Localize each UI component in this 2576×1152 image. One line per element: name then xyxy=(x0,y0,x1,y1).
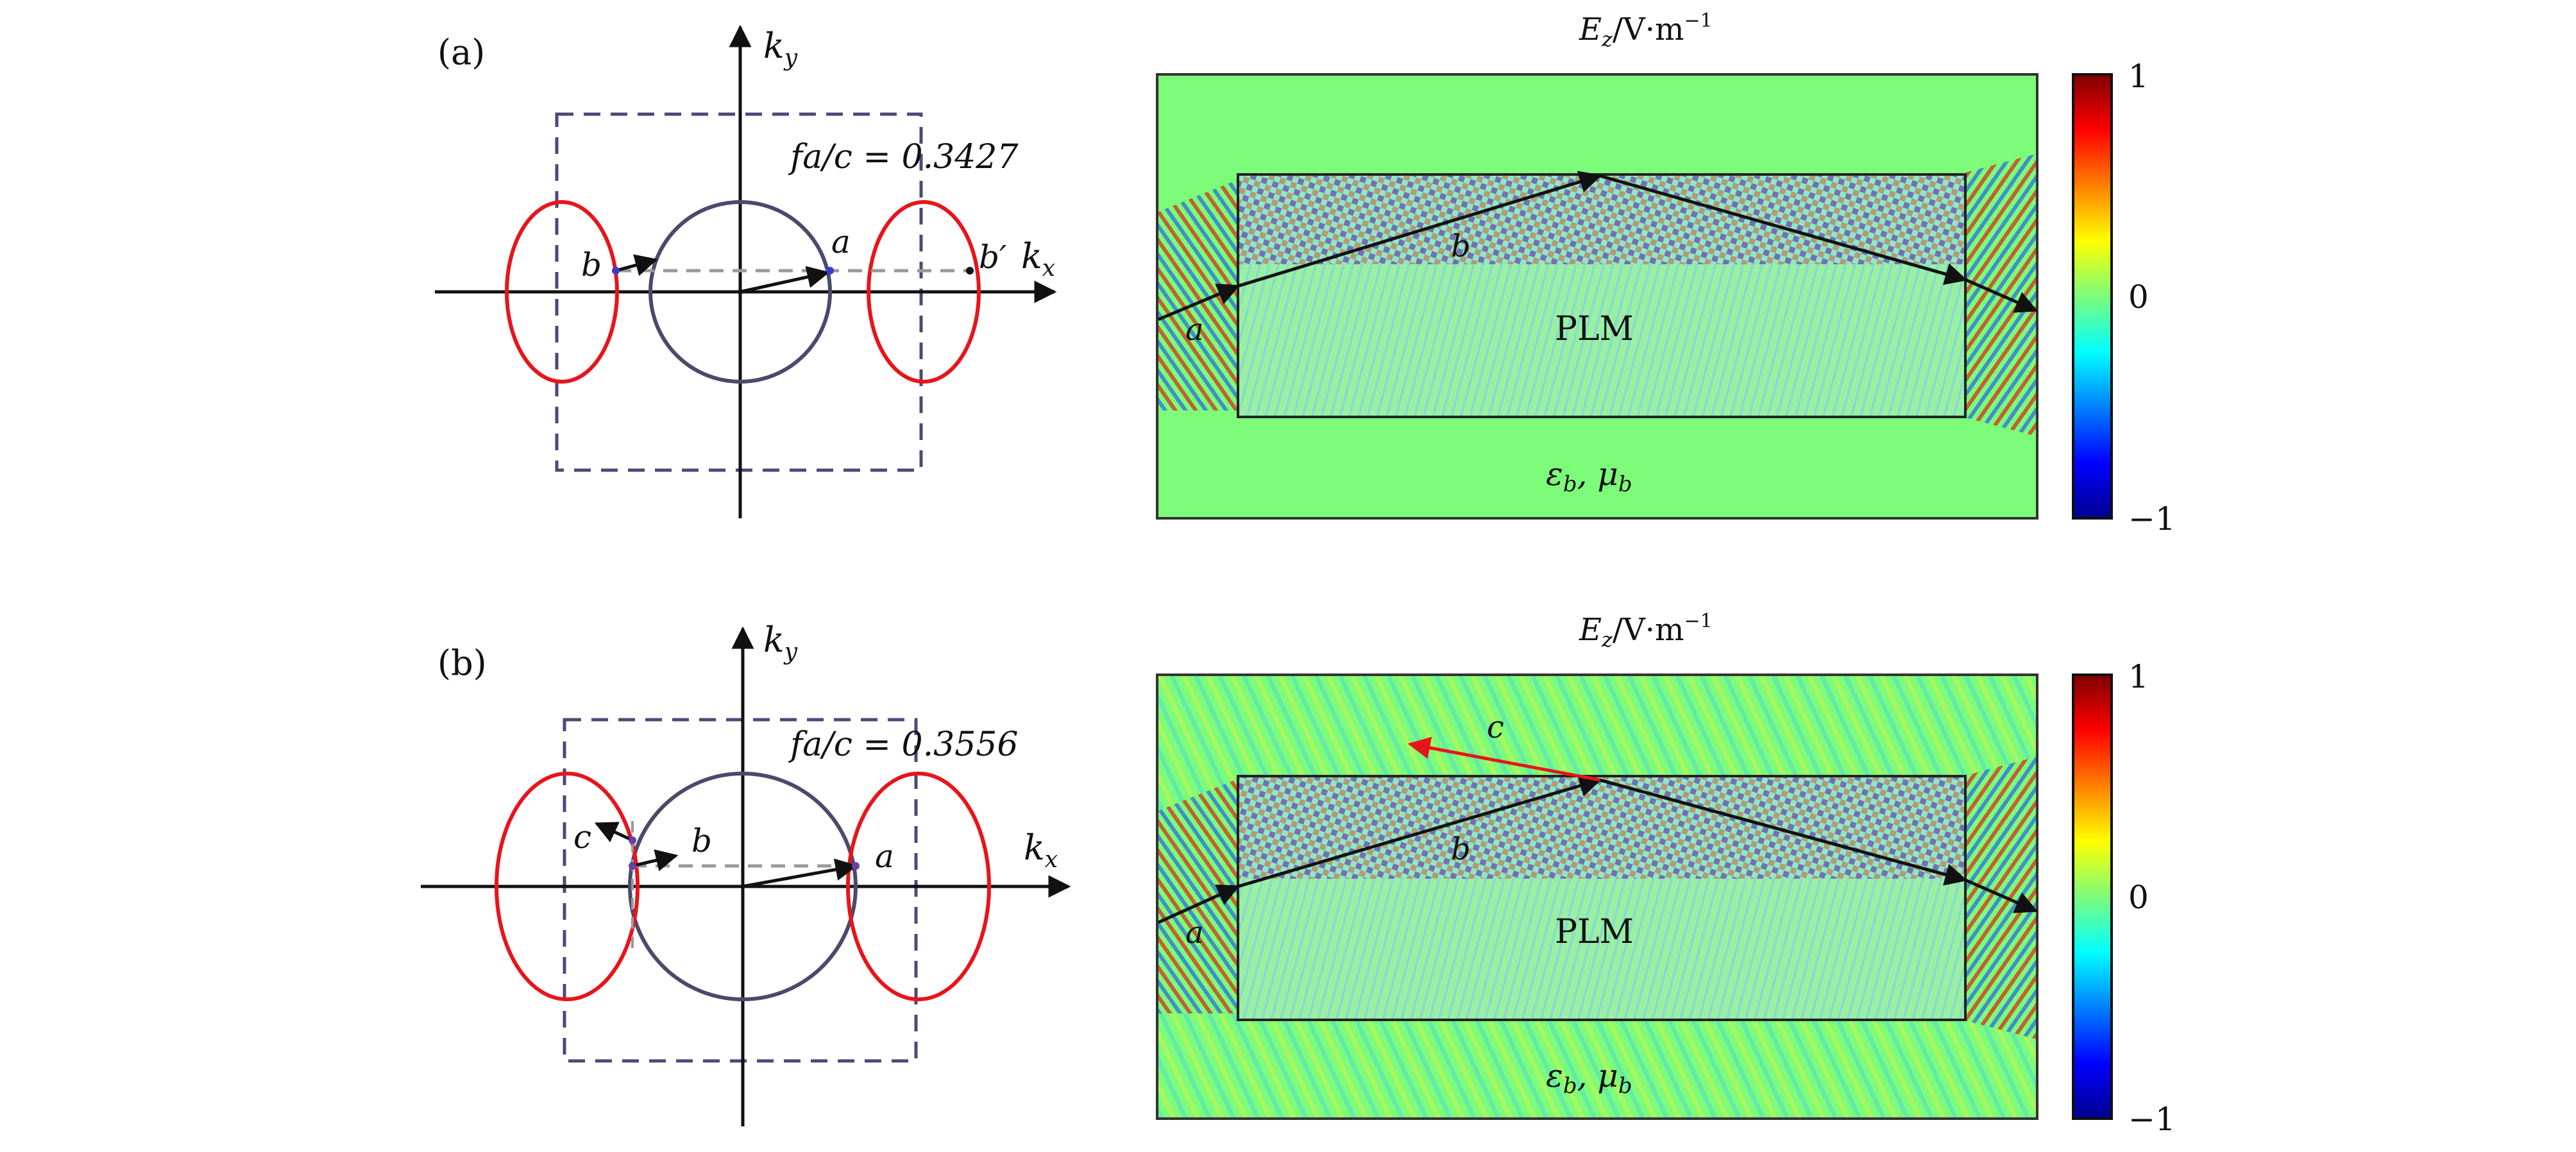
panel-b-cbar-bottom: −1 xyxy=(2128,1101,2176,1138)
panel-b-label: (b) xyxy=(437,643,487,683)
panel-b-point-a xyxy=(852,862,860,870)
panel-a-background-efc xyxy=(648,200,832,384)
panel-b-vector-b xyxy=(632,849,679,872)
panel-b-plm-label: PLM xyxy=(1555,913,1634,951)
panel-b-ray-label-b: b xyxy=(1451,831,1471,867)
panel-a-cbar-mid: 0 xyxy=(2128,278,2149,316)
panel-a-ray-label-b: b xyxy=(1451,228,1471,264)
panel-b-transmitted-wave xyxy=(1963,757,2036,1039)
panel-b-field-map: Ez/V·m−1 a b c PLM εb, μb xyxy=(1156,610,2038,1120)
panel-b-point-c xyxy=(629,836,636,844)
panel-a-point-a xyxy=(826,267,834,275)
panel-a-ray-b-down xyxy=(1599,174,1968,285)
panel-b-label-c: c xyxy=(573,818,591,856)
panel-a-label-bp: b′ xyxy=(979,239,1007,276)
panel-a-label: (a) xyxy=(437,32,485,72)
panel-a-plm-efc-left xyxy=(505,200,619,384)
panel-a-point-bp xyxy=(966,267,974,275)
panel-b-plm-efc-right xyxy=(846,772,991,1001)
panel-a-field-map: Ez/V·m−1 a b PLM εb, μb xyxy=(1156,10,2038,520)
panel-b-ray-label-c: c xyxy=(1487,709,1504,745)
panel-b-brillouin-zone xyxy=(563,718,918,1063)
panel-b-ray-b-up xyxy=(1237,775,1602,888)
panel-b-dispersion: (b) ky kx c b a fa/c = 0.3556 xyxy=(421,620,1071,1126)
panel-b-background-efc xyxy=(628,772,858,1001)
panel-a-ray-a xyxy=(1158,284,1241,321)
panel-a-field-title: Ez/V·m−1 xyxy=(1579,10,1713,51)
panel-b-ky-label: ky xyxy=(763,620,798,665)
panel-b-background-label: εb, μb xyxy=(1546,1057,1632,1099)
panel-b-freq-label: fa/c = 0.3556 xyxy=(788,725,1018,764)
panel-b-point-b xyxy=(629,862,636,870)
panel-a-dispersion: (a) ky kx b a b′ fa/c = 0.3427 xyxy=(435,24,1057,518)
panel-a-background-label: εb, μb xyxy=(1546,455,1632,497)
panel-a-ray-out xyxy=(1965,278,2038,313)
panel-b-kx-label: kx xyxy=(1024,827,1058,873)
panel-a-incident-wave xyxy=(1158,180,1238,411)
panel-b-cbar-mid: 0 xyxy=(2128,879,2149,916)
panel-a-point-b xyxy=(612,267,620,275)
panel-a-ky-label: ky xyxy=(763,26,798,71)
panel-a-label-a: a xyxy=(831,223,851,260)
panel-b-colorbar: 1 0 −1 xyxy=(2072,658,2176,1138)
panel-a-plm-efc-right xyxy=(867,200,981,384)
panel-b-ray-b-down xyxy=(1599,778,1968,886)
panel-a-cbar-top: 1 xyxy=(2128,58,2149,95)
panel-a-freq-label: fa/c = 0.3427 xyxy=(788,138,1019,176)
panel-a-kx-label: kx xyxy=(1021,236,1055,282)
panel-a-cbar-bottom: −1 xyxy=(2128,500,2176,538)
panel-b-plm-beam xyxy=(1238,776,1965,879)
panel-b-ray-c xyxy=(1407,736,1600,782)
panel-b-vector-c xyxy=(594,822,634,843)
panel-b-ray-a xyxy=(1157,885,1241,924)
panel-a-colorbar: 1 0 −1 xyxy=(2072,58,2176,538)
panel-a-vector-b xyxy=(615,254,658,276)
panel-a-plm-label: PLM xyxy=(1555,310,1634,348)
panel-b-vector-a xyxy=(742,858,858,888)
panel-b-ray-label-a: a xyxy=(1185,915,1204,951)
panel-b-cbar-top: 1 xyxy=(2128,658,2149,695)
panel-a-vector-a xyxy=(740,266,830,294)
panel-b-incident-wave xyxy=(1158,779,1238,1013)
panel-a-plm-beam xyxy=(1238,174,1965,264)
panel-b-label-a: a xyxy=(875,838,894,875)
panel-b-label-b: b xyxy=(691,822,712,860)
panel-b-plm-efc-left xyxy=(495,772,640,1001)
panel-a-label-b: b xyxy=(581,246,602,284)
panel-b-ray-out xyxy=(1965,878,2038,913)
panel-a-ray-label-a: a xyxy=(1185,312,1204,348)
panel-b-field-title: Ez/V·m−1 xyxy=(1579,610,1713,652)
panel-a-ray-b-up xyxy=(1237,171,1602,288)
